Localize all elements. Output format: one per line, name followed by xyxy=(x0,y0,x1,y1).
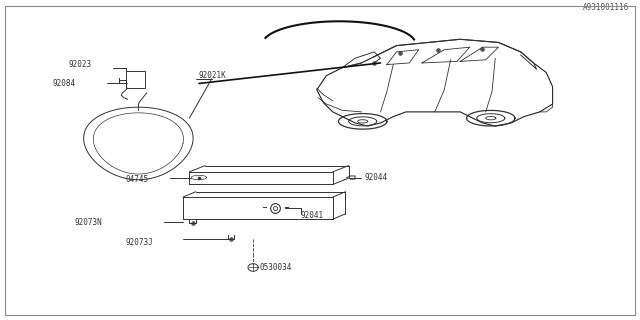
Text: 92073N: 92073N xyxy=(75,218,102,227)
Text: 04745: 04745 xyxy=(125,175,148,184)
Text: A931001116: A931001116 xyxy=(583,4,629,12)
Text: 92021K: 92021K xyxy=(199,71,227,80)
Text: 92044: 92044 xyxy=(365,173,388,182)
Text: 92023: 92023 xyxy=(68,60,92,69)
Text: 0530034: 0530034 xyxy=(259,263,292,272)
Text: 92073J: 92073J xyxy=(125,238,154,247)
Text: 92084: 92084 xyxy=(52,79,76,88)
Text: 92041: 92041 xyxy=(301,211,324,220)
